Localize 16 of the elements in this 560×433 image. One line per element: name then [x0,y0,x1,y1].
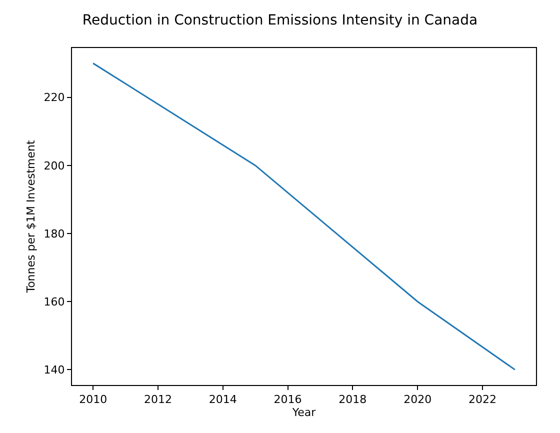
x-tick-label: 2012 [144,393,172,406]
x-tick-label: 2016 [274,393,302,406]
line-series [92,62,516,370]
chart-title: Reduction in Construction Emissions Intensity in Canada [82,12,478,28]
y-tick-label: 180 [44,227,65,240]
y-tick-label: 220 [44,91,65,104]
y-tick-label: 140 [44,364,65,377]
x-tick-label: 2014 [208,393,237,406]
y-tick-label: 160 [44,295,65,308]
x-tick-label: 2010 [79,393,108,406]
x-tick-label: 2018 [338,393,367,406]
x-axis-title: Year [291,406,316,420]
y-tick-label: 200 [44,159,65,172]
x-tick-label: 2020 [404,393,432,406]
x-tick-label: 2022 [468,393,496,406]
y-axis-title: Tonnes per $1M Investment [24,140,38,294]
